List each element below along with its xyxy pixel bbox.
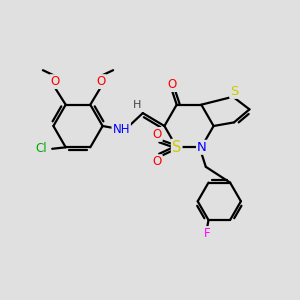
Text: F: F (204, 227, 210, 240)
Text: Cl: Cl (35, 142, 47, 155)
Text: O: O (50, 75, 59, 88)
Text: S: S (172, 140, 182, 155)
Text: N: N (197, 141, 207, 154)
Text: NH: NH (112, 123, 130, 136)
Text: O: O (153, 155, 162, 168)
Text: O: O (168, 78, 177, 91)
Text: O: O (97, 75, 106, 88)
Text: H: H (133, 100, 142, 110)
Text: O: O (153, 128, 162, 141)
Text: S: S (230, 85, 238, 98)
